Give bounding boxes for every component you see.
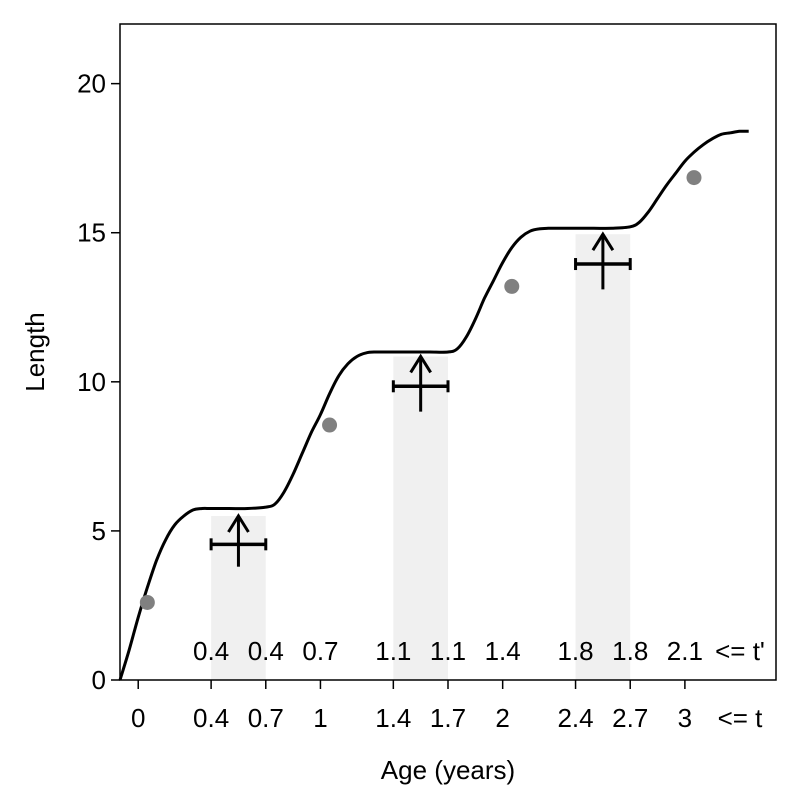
shaded-interval-3 bbox=[575, 234, 631, 680]
y-axis: 0 5 10 15 20 bbox=[77, 69, 120, 695]
y-axis-title: Length bbox=[20, 312, 50, 392]
observation-point bbox=[322, 417, 338, 433]
growth-curve-layer bbox=[118, 129, 749, 681]
x-tick-label: 0 bbox=[131, 703, 145, 733]
y-tick-label: 0 bbox=[92, 665, 106, 695]
y-tick-label: 5 bbox=[92, 516, 106, 546]
x-axis-title: Age (years) bbox=[381, 755, 515, 785]
t-prime-annotation: <= t' bbox=[715, 636, 765, 666]
x-tick-label: 0.7 bbox=[248, 703, 284, 733]
observation-points bbox=[139, 170, 702, 610]
t-prime-label: 1.1 bbox=[430, 636, 466, 666]
x-axis: 0 0.4 0.7 1 1.4 1.7 2 2.4 2.7 3 <= t bbox=[131, 680, 763, 733]
winter-marks bbox=[209, 231, 632, 567]
x-tick-label: 2 bbox=[495, 703, 509, 733]
observation-point bbox=[139, 594, 155, 610]
t-prime-label: 1.4 bbox=[485, 636, 521, 666]
t-prime-label: 0.4 bbox=[193, 636, 229, 666]
y-tick-label: 10 bbox=[77, 367, 106, 397]
arrow-head bbox=[591, 231, 615, 252]
x-tick-label: 2.7 bbox=[612, 703, 648, 733]
growth-curve bbox=[118, 129, 749, 681]
x-tick-label: 2.4 bbox=[557, 703, 593, 733]
observation-point bbox=[504, 278, 520, 294]
t-prime-label: 1.8 bbox=[557, 636, 593, 666]
t-prime-label: 0.7 bbox=[302, 636, 338, 666]
t-prime-label: 2.1 bbox=[667, 636, 703, 666]
winter-mark-3 bbox=[574, 231, 632, 290]
arrow-head bbox=[227, 513, 250, 533]
x-tick-label: 1.4 bbox=[375, 703, 411, 733]
arrow-head bbox=[409, 353, 432, 374]
t-prime-label: 1.8 bbox=[612, 636, 648, 666]
x-tick-label: 3 bbox=[678, 703, 692, 733]
t-prime-label: 1.1 bbox=[375, 636, 411, 666]
y-tick-label: 15 bbox=[77, 218, 106, 248]
shaded-intervals bbox=[211, 234, 631, 680]
winter-mark-1 bbox=[209, 513, 268, 567]
x-tick-label: 1 bbox=[313, 703, 327, 733]
observation-point bbox=[686, 170, 702, 186]
t-prime-labels: 0.4 0.4 0.7 1.1 1.1 1.4 1.8 1.8 2.1 <= t' bbox=[193, 636, 765, 666]
x-tick-label: 1.7 bbox=[430, 703, 466, 733]
winter-mark-2 bbox=[391, 353, 450, 412]
y-tick-label: 20 bbox=[77, 69, 106, 99]
x-axis-annotation: <= t bbox=[718, 703, 764, 733]
t-prime-label: 0.4 bbox=[248, 636, 284, 666]
x-tick-label: 0.4 bbox=[193, 703, 229, 733]
